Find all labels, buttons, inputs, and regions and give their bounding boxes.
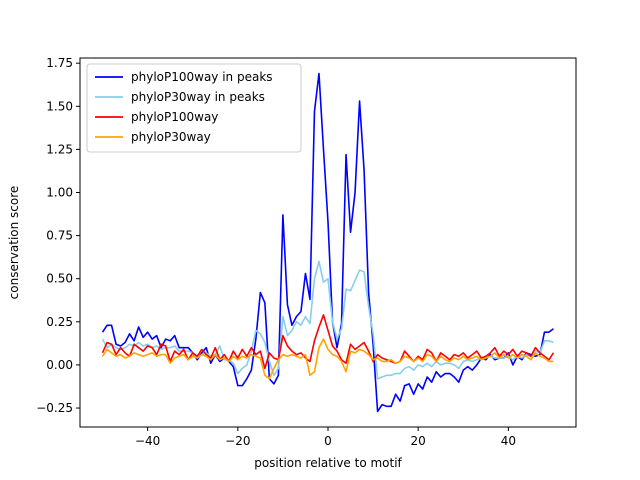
series-line-2 (101, 314, 555, 370)
legend-label-2: phyloP100way (131, 110, 218, 124)
y-tick-label: 0.25 (46, 315, 73, 329)
x-tick-label: 0 (324, 434, 332, 448)
y-tick-label: 1.25 (46, 142, 73, 156)
x-axis-label: position relative to motif (254, 456, 402, 470)
legend: phyloP100way in peaks phyloP30way in peak… (86, 63, 302, 153)
y-tick-label: 1.75 (46, 56, 73, 70)
series-line-1 (101, 260, 554, 380)
y-axis-label: conservation score (7, 186, 21, 300)
y-tick-label: 0.00 (46, 358, 73, 372)
x-tick-label: 20 (411, 434, 426, 448)
y-tick-label: 0.75 (46, 229, 73, 243)
x-tick-label: 40 (501, 434, 516, 448)
legend-label-0: phyloP100way in peaks (131, 70, 273, 84)
y-tick-label: 1.50 (46, 99, 73, 113)
y-tick-label: 1.00 (46, 185, 73, 199)
series-line-0 (101, 72, 554, 413)
legend-label-3: phyloP30way (131, 130, 211, 144)
legend-box (86, 63, 302, 153)
y-tick-label: 0.50 (46, 272, 73, 286)
plot-lines (101, 72, 555, 413)
legend-label-1: phyloP30way in peaks (131, 90, 265, 104)
x-axis-ticks: −40 −20 0 20 40 (135, 427, 516, 448)
x-tick-label: −20 (225, 434, 250, 448)
x-tick-label: −40 (135, 434, 160, 448)
series-line-3 (101, 338, 554, 380)
y-axis-ticks: −0.25 0.00 0.25 0.50 0.75 1.00 1.25 1.50 1.75 (36, 56, 80, 415)
y-tick-label: −0.25 (36, 401, 73, 415)
